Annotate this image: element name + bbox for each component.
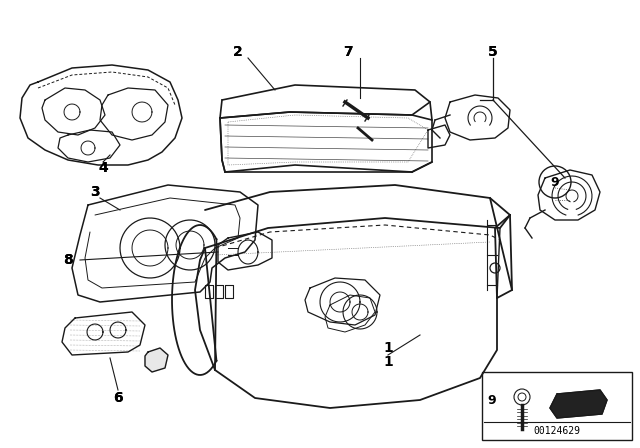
Bar	[482, 372, 632, 440]
Text: 5: 5	[488, 45, 498, 59]
Text: 2: 2	[233, 45, 243, 59]
Polygon shape	[550, 390, 607, 418]
Text: 6: 6	[113, 391, 123, 405]
Text: 2: 2	[233, 45, 243, 59]
Polygon shape	[145, 348, 168, 372]
Text: 7: 7	[343, 45, 353, 59]
Text: 7: 7	[343, 45, 353, 59]
Text: 3: 3	[90, 185, 100, 199]
Text: 8: 8	[63, 253, 73, 267]
Text: 9: 9	[550, 176, 559, 189]
Text: 4: 4	[98, 161, 108, 175]
Text: 4: 4	[98, 161, 108, 175]
Text: 3: 3	[90, 185, 100, 199]
Text: 5: 5	[488, 45, 498, 59]
Text: 6: 6	[113, 391, 123, 405]
Text: 1: 1	[383, 355, 393, 369]
Text: 1: 1	[383, 341, 393, 355]
Text: 8: 8	[63, 253, 73, 267]
Text: 00124629: 00124629	[534, 426, 580, 436]
Text: 9: 9	[488, 393, 496, 406]
